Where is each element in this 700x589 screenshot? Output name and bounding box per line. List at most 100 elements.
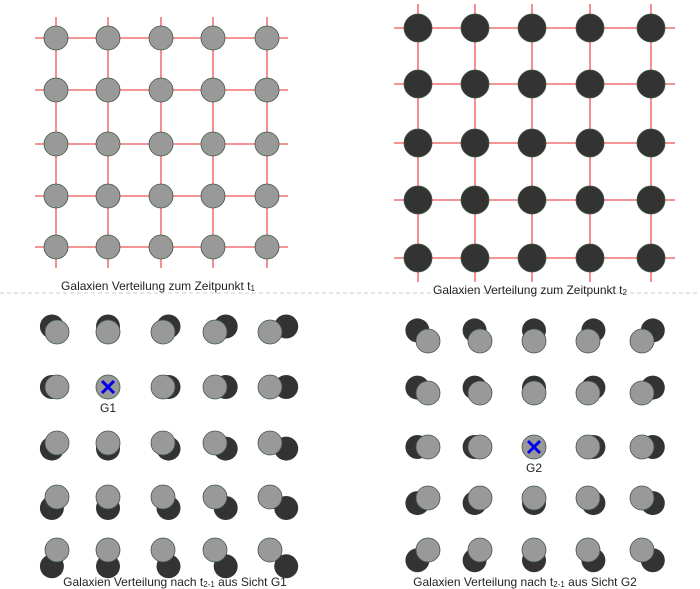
- galaxy-t1: [629, 328, 655, 354]
- galaxy-t1: [44, 374, 70, 400]
- galaxy-t2: [575, 185, 605, 215]
- galaxy-t1: [150, 484, 176, 510]
- galaxy-t1: [521, 485, 547, 511]
- galaxy-t1: [95, 25, 121, 51]
- galaxy-t1: [415, 434, 441, 460]
- x-mark-icon: [526, 439, 542, 455]
- galaxy-t1: [95, 430, 121, 456]
- galaxy-t1: [200, 183, 226, 209]
- galaxy-t2: [517, 185, 547, 215]
- caption-view-g2: Galaxien Verteilung nach t2-1 aus Sicht …: [413, 575, 637, 589]
- galaxy-t1: [200, 25, 226, 51]
- galaxy-t2: [403, 69, 433, 99]
- galaxy-t1: [95, 183, 121, 209]
- galaxy-t1: [254, 77, 280, 103]
- galaxy-t1: [148, 77, 174, 103]
- galaxy-t2: [403, 243, 433, 273]
- galaxy-t1: [575, 485, 601, 511]
- galaxy-t1: [200, 131, 226, 157]
- galaxy-t1: [629, 380, 655, 406]
- galaxy-t1: [415, 380, 441, 406]
- galaxy-t1: [43, 77, 69, 103]
- galaxy-t2: [460, 13, 490, 43]
- galaxy-t1: [43, 25, 69, 51]
- galaxy-t2: [517, 13, 547, 43]
- galaxy-t1: [95, 319, 121, 345]
- galaxy-t1: [415, 537, 441, 563]
- galaxy-t1: [43, 234, 69, 260]
- galaxy-t1: [575, 380, 601, 406]
- galaxy-t1: [202, 319, 228, 345]
- galaxy-t1: [95, 131, 121, 157]
- galaxy-t2: [517, 69, 547, 99]
- galaxy-t2: [517, 243, 547, 273]
- caption-t1: Galaxien Verteilung zum Zeitpunkt t1: [61, 279, 255, 293]
- galaxy-t1: [150, 374, 176, 400]
- galaxy-t1: [200, 77, 226, 103]
- galaxy-t2: [460, 185, 490, 215]
- galaxy-t1: [629, 434, 655, 460]
- galaxy-t1: [467, 328, 493, 354]
- galaxy-t2: [460, 243, 490, 273]
- galaxy-t1: [257, 430, 283, 456]
- galaxy-t2: [460, 69, 490, 99]
- galaxy-t2: [575, 69, 605, 99]
- galaxy-t1: [202, 484, 228, 510]
- galaxy-t1: [150, 430, 176, 456]
- galaxy-t1: [150, 319, 176, 345]
- caption-view-g1: Galaxien Verteilung nach t2-1 aus Sicht …: [63, 575, 287, 589]
- galaxy-t1: [44, 537, 70, 563]
- galaxy-t1: [257, 374, 283, 400]
- galaxy-t1: [95, 484, 121, 510]
- galaxy-t2: [636, 243, 666, 273]
- galaxy-t1: [415, 328, 441, 354]
- galaxy-t2: [575, 243, 605, 273]
- galaxy-t2: [636, 185, 666, 215]
- galaxy-t1: [257, 484, 283, 510]
- galaxy-t1: [415, 485, 441, 511]
- galaxy-t1: [95, 537, 121, 563]
- galaxy-t2: [403, 185, 433, 215]
- galaxy-t1: [257, 319, 283, 345]
- galaxy-t1: [575, 537, 601, 563]
- galaxy-t2: [517, 128, 547, 158]
- x-mark-icon: [100, 379, 116, 395]
- galaxy-t1: [43, 183, 69, 209]
- galaxy-t2: [575, 13, 605, 43]
- galaxy-t2: [403, 128, 433, 158]
- galaxy-t1: [521, 380, 547, 406]
- galaxy-t1: [148, 234, 174, 260]
- galaxy-t1: [202, 374, 228, 400]
- galaxy-t1: [467, 485, 493, 511]
- galaxy-t1: [575, 434, 601, 460]
- galaxy-t1: [148, 131, 174, 157]
- galaxy-t1: [150, 537, 176, 563]
- galaxy-t1: [95, 77, 121, 103]
- galaxy-t1: [202, 430, 228, 456]
- galaxy-t1: [44, 430, 70, 456]
- galaxy-t1: [44, 319, 70, 345]
- galaxy-t1: [254, 131, 280, 157]
- galaxy-t1: [95, 234, 121, 260]
- galaxy-t1: [629, 537, 655, 563]
- galaxy-t1: [44, 484, 70, 510]
- galaxy-t1: [254, 183, 280, 209]
- galaxy-t2: [636, 128, 666, 158]
- galaxy-t1: [254, 234, 280, 260]
- galaxy-t2: [274, 554, 299, 579]
- galaxy-t2: [636, 13, 666, 43]
- galaxy-t1: [629, 485, 655, 511]
- galaxy-t1: [43, 131, 69, 157]
- galaxy-t1: [467, 380, 493, 406]
- caption-t2: Galaxien Verteilung zum Zeitpunkt t2: [433, 283, 627, 297]
- galaxy-t1: [575, 328, 601, 354]
- galaxy-t2: [403, 13, 433, 43]
- galaxy-t1: [467, 434, 493, 460]
- galaxy-t1: [254, 25, 280, 51]
- galaxy-t2: [460, 128, 490, 158]
- label-g2: G2: [525, 461, 543, 475]
- galaxy-t1: [521, 328, 547, 354]
- galaxy-t2: [575, 128, 605, 158]
- galaxy-t1: [467, 537, 493, 563]
